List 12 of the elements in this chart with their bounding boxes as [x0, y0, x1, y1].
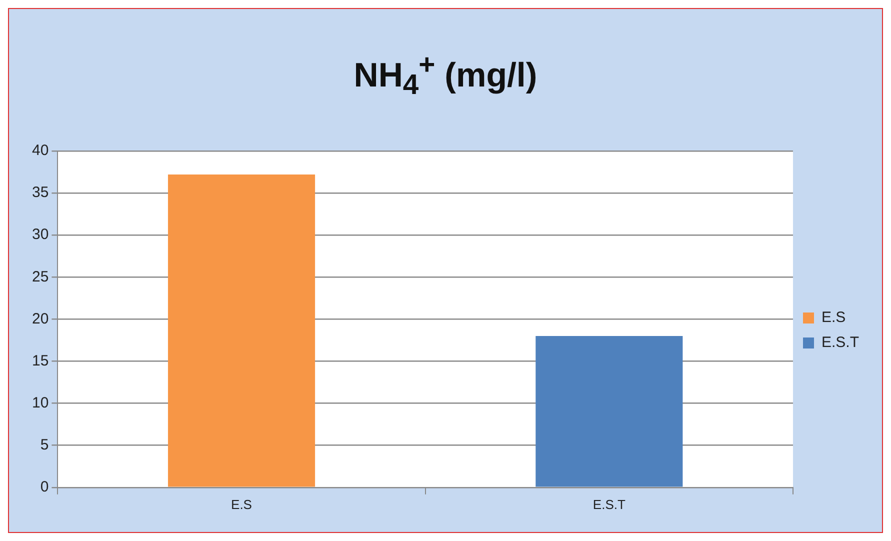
legend-label: E.S.T: [821, 334, 860, 352]
chart-title: NH$_{4}$$^{+}$ (mg/l): [352, 48, 538, 104]
y-tick-label: 0: [40, 478, 49, 496]
y-tick-label: 35: [32, 184, 49, 202]
y-tick-label: 30: [32, 226, 49, 244]
legend-label: E.S: [821, 309, 846, 326]
y-tick-label: 40: [32, 142, 49, 160]
y-tick-label: 15: [32, 352, 49, 370]
y-tick-label: 10: [32, 394, 49, 412]
y-tick-label: 5: [40, 436, 49, 454]
y-tick-label: 20: [32, 310, 49, 328]
y-tick-label: 25: [32, 268, 49, 286]
